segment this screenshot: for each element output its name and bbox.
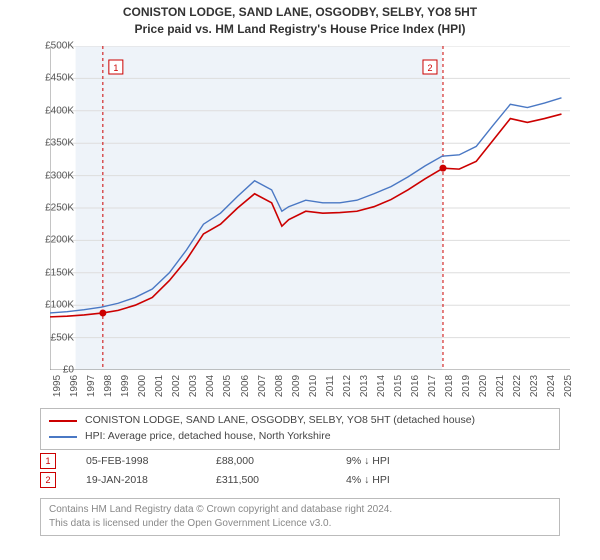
x-tick-label: 2021 [493, 375, 506, 397]
x-tick-label: 2009 [289, 375, 302, 397]
x-tick-label: 2014 [374, 375, 387, 397]
footer-line1: Contains HM Land Registry data © Crown c… [49, 503, 551, 517]
x-tick-label: 2005 [220, 375, 233, 397]
x-tick-label: 1997 [84, 375, 97, 397]
y-tick-label: £50K [51, 332, 74, 343]
y-tick-label: £250K [45, 203, 74, 214]
x-tick-label: 1995 [50, 375, 63, 397]
legend-label: HPI: Average price, detached house, Nort… [85, 429, 331, 445]
x-tick-label: 2024 [544, 375, 557, 397]
event-price: £311,500 [216, 471, 316, 490]
x-tick-label: 2006 [238, 375, 251, 397]
x-tick-label: 2012 [340, 375, 353, 397]
event-marker-box: 1 [40, 453, 56, 469]
chart-title-block: CONISTON LODGE, SAND LANE, OSGODBY, SELB… [0, 0, 600, 38]
legend-item: HPI: Average price, detached house, Nort… [49, 429, 551, 445]
x-tick-label: 2020 [476, 375, 489, 397]
x-tick-label: 2002 [169, 375, 182, 397]
y-tick-label: £500K [45, 41, 74, 52]
x-tick-label: 2008 [272, 375, 285, 397]
x-tick-label: 2007 [255, 375, 268, 397]
x-tick-label: 2018 [442, 375, 455, 397]
x-tick-label: 1996 [67, 375, 80, 397]
x-tick-label: 1999 [118, 375, 131, 397]
chart-title-line1: CONISTON LODGE, SAND LANE, OSGODBY, SELB… [0, 4, 600, 21]
x-tick-label: 2023 [527, 375, 540, 397]
event-price: £88,000 [216, 452, 316, 471]
event-marker-box: 2 [40, 472, 56, 488]
x-tick-label: 2017 [425, 375, 438, 397]
y-tick-label: £150K [45, 267, 74, 278]
y-tick-label: £400K [45, 105, 74, 116]
event-row: 1 05-FEB-1998 £88,000 9% ↓ HPI [40, 452, 560, 471]
y-tick-label: £350K [45, 138, 74, 149]
footer: Contains HM Land Registry data © Crown c… [40, 498, 560, 536]
x-tick-label: 2010 [306, 375, 319, 397]
event-date: 05-FEB-1998 [86, 452, 186, 471]
y-tick-label: £200K [45, 235, 74, 246]
y-tick-label: £450K [45, 73, 74, 84]
chart-title-line2: Price paid vs. HM Land Registry's House … [0, 21, 600, 38]
y-tick-label: £0 [63, 365, 74, 376]
svg-text:2: 2 [427, 63, 432, 73]
events-table: 1 05-FEB-1998 £88,000 9% ↓ HPI 2 19-JAN-… [40, 452, 560, 490]
x-tick-label: 2003 [186, 375, 199, 397]
y-tick-label: £100K [45, 300, 74, 311]
x-tick-label: 2025 [561, 375, 574, 397]
x-tick-label: 2004 [203, 375, 216, 397]
legend-swatch [49, 420, 77, 422]
event-delta: 9% ↓ HPI [346, 452, 446, 471]
x-tick-label: 2022 [510, 375, 523, 397]
x-tick-label: 2015 [391, 375, 404, 397]
x-tick-label: 2016 [408, 375, 421, 397]
svg-text:1: 1 [113, 63, 118, 73]
legend-item: CONISTON LODGE, SAND LANE, OSGODBY, SELB… [49, 413, 551, 429]
event-delta: 4% ↓ HPI [346, 471, 446, 490]
chart-area: 12 [50, 46, 570, 370]
x-tick-label: 2019 [459, 375, 472, 397]
y-tick-label: £300K [45, 170, 74, 181]
chart-svg: 12 [50, 46, 570, 370]
footer-line2: This data is licensed under the Open Gov… [49, 517, 551, 531]
x-tick-label: 2013 [357, 375, 370, 397]
legend-label: CONISTON LODGE, SAND LANE, OSGODBY, SELB… [85, 413, 475, 429]
x-tick-label: 2001 [152, 375, 165, 397]
x-tick-label: 2000 [135, 375, 148, 397]
legend: CONISTON LODGE, SAND LANE, OSGODBY, SELB… [40, 408, 560, 450]
legend-swatch [49, 436, 77, 438]
x-tick-label: 1998 [101, 375, 114, 397]
event-row: 2 19-JAN-2018 £311,500 4% ↓ HPI [40, 471, 560, 490]
x-tick-label: 2011 [323, 375, 336, 397]
event-date: 19-JAN-2018 [86, 471, 186, 490]
